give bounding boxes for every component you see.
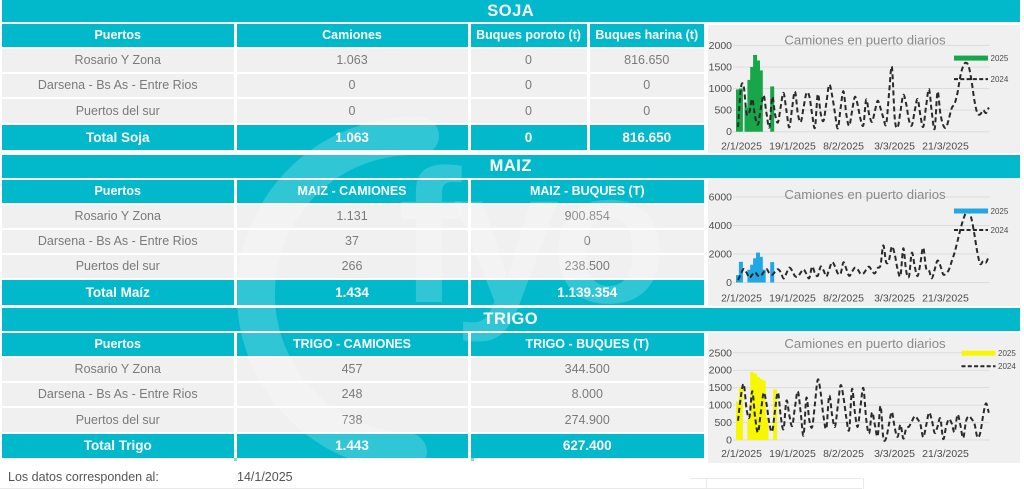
svg-text:6000: 6000 xyxy=(708,192,732,204)
svg-text:1000: 1000 xyxy=(708,400,732,412)
svg-text:500: 500 xyxy=(714,104,732,116)
svg-text:2025: 2025 xyxy=(990,54,1008,63)
svg-text:Camiones en puerto diarios: Camiones en puerto diarios xyxy=(784,32,946,47)
svg-text:0: 0 xyxy=(726,277,732,289)
svg-text:2025: 2025 xyxy=(998,349,1016,358)
svg-text:2024: 2024 xyxy=(990,226,1008,235)
svg-text:500: 500 xyxy=(714,417,732,429)
svg-text:21/3/2025: 21/3/2025 xyxy=(922,448,969,460)
svg-text:8/2/2025: 8/2/2025 xyxy=(823,140,864,152)
svg-text:2024: 2024 xyxy=(998,362,1016,371)
svg-text:2500: 2500 xyxy=(708,347,732,359)
svg-text:3/3/2025: 3/3/2025 xyxy=(874,448,915,460)
svg-text:0: 0 xyxy=(726,126,732,138)
svg-text:19/1/2025: 19/1/2025 xyxy=(769,448,816,460)
svg-text:19/1/2025: 19/1/2025 xyxy=(769,293,816,305)
svg-text:2025: 2025 xyxy=(990,207,1008,216)
svg-text:8/2/2025: 8/2/2025 xyxy=(823,448,864,460)
svg-text:2/1/2025: 2/1/2025 xyxy=(721,293,762,305)
svg-text:1500: 1500 xyxy=(708,61,732,73)
svg-text:2/1/2025: 2/1/2025 xyxy=(721,448,762,460)
svg-text:21/3/2025: 21/3/2025 xyxy=(922,293,969,305)
svg-text:2000: 2000 xyxy=(708,249,732,261)
svg-text:Camiones en puerto diarios: Camiones en puerto diarios xyxy=(784,336,946,351)
svg-text:Camiones en puerto diarios: Camiones en puerto diarios xyxy=(784,187,946,202)
svg-text:2000: 2000 xyxy=(708,39,732,51)
svg-text:3/3/2025: 3/3/2025 xyxy=(874,140,915,152)
svg-text:0: 0 xyxy=(726,435,732,447)
svg-text:1500: 1500 xyxy=(708,382,732,394)
svg-text:3/3/2025: 3/3/2025 xyxy=(874,293,915,305)
svg-text:2000: 2000 xyxy=(708,365,732,377)
svg-text:2024: 2024 xyxy=(990,75,1008,84)
svg-text:19/1/2025: 19/1/2025 xyxy=(769,140,816,152)
svg-text:8/2/2025: 8/2/2025 xyxy=(823,293,864,305)
svg-text:1000: 1000 xyxy=(708,83,732,95)
svg-text:2/1/2025: 2/1/2025 xyxy=(721,140,762,152)
svg-text:4000: 4000 xyxy=(708,220,732,232)
svg-text:21/3/2025: 21/3/2025 xyxy=(922,140,969,152)
